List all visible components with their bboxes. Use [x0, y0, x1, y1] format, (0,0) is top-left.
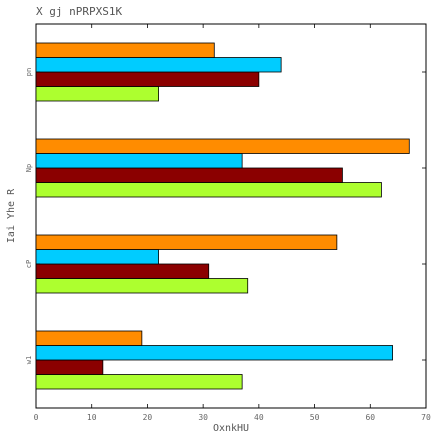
x-tick-label-0: 0 — [34, 413, 39, 422]
bar-cP-series-4 — [35, 234, 338, 250]
y-axis-label: Iai Yhe R — [6, 188, 17, 243]
bar-Np-series-4 — [35, 138, 410, 154]
bar-w1-series-1 — [35, 374, 243, 390]
bar-Np-series-3 — [35, 153, 243, 169]
bar-w1-series-4 — [35, 330, 143, 346]
bar-pn-series-4 — [35, 42, 215, 58]
bar-pn-series-3 — [35, 57, 282, 73]
y-tick-label-pn: pn — [25, 68, 33, 76]
bar-cP-series-3 — [35, 249, 159, 265]
y-tick-label-cP: cP — [25, 260, 33, 268]
x-ticks-group: 0 10 20 30 40 50 60 70 — [34, 24, 431, 422]
x-tick-label-50: 50 — [310, 413, 320, 422]
bar-pn-series-1 — [35, 86, 159, 102]
x-tick-label-30: 30 — [198, 413, 208, 422]
x-tick-label-70: 70 — [421, 413, 431, 422]
chart-title: X gj nPRPXS1K — [36, 5, 122, 18]
bar-pn-series-2 — [35, 71, 260, 87]
x-tick-label-60: 60 — [365, 413, 375, 422]
x-tick-label-20: 20 — [143, 413, 153, 422]
bar-w1-series-2 — [35, 359, 104, 375]
bars-group — [35, 42, 410, 390]
x-tick-label-10: 10 — [87, 413, 97, 422]
bar-Np-series-1 — [35, 182, 382, 198]
y-ticks-group: w1 cP Np pn — [25, 68, 426, 364]
y-tick-label-w1: w1 — [25, 356, 33, 364]
bar-cP-series-1 — [35, 278, 249, 294]
bar-cP-series-2 — [35, 263, 210, 279]
bar-w1-series-3 — [35, 345, 393, 361]
bar-Np-series-2 — [35, 167, 343, 183]
y-tick-label-Np: Np — [25, 164, 33, 172]
plot-frame — [35, 23, 427, 409]
x-axis-label: OxnkHU — [213, 423, 249, 434]
x-tick-label-40: 40 — [254, 413, 264, 422]
